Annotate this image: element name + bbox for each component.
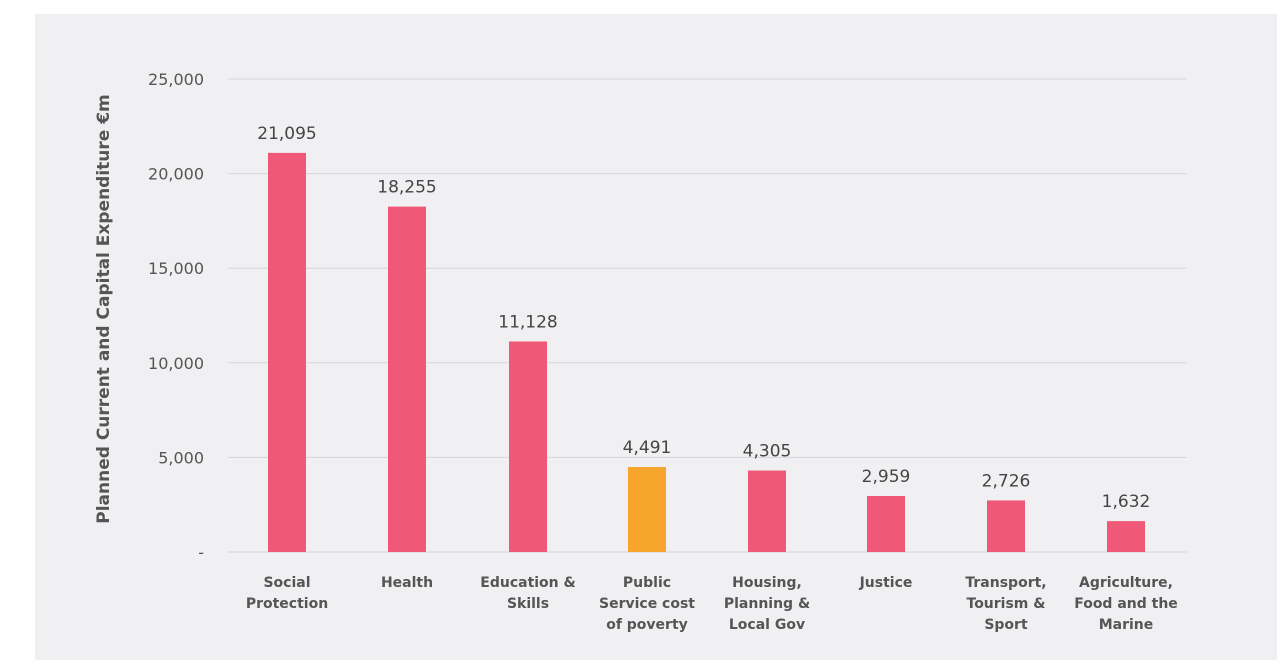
bar <box>748 470 786 552</box>
bars <box>268 152 1145 552</box>
data-label: 21,095 <box>257 124 316 144</box>
bar <box>867 496 905 552</box>
y-axis-label: Planned Current and Capital Expenditure … <box>94 94 114 524</box>
bar <box>388 206 426 552</box>
y-tick-label: - <box>198 543 204 562</box>
bar <box>268 152 306 552</box>
y-tick-label: 10,000 <box>148 354 204 373</box>
y-tick-label: 15,000 <box>148 259 204 278</box>
category-label: Social <box>263 575 310 591</box>
category-label: Health <box>381 575 433 591</box>
y-tick-label: 20,000 <box>148 165 204 184</box>
bar <box>1107 521 1145 552</box>
category-label: Transport, <box>965 575 1046 591</box>
category-label: Local Gov <box>729 617 805 633</box>
category-label: Planning & <box>724 596 810 612</box>
y-axis-ticks: 25,000 20,000 15,000 10,000 5,000 - <box>148 70 204 562</box>
category-label: Housing, <box>732 575 802 591</box>
y-tick-label: 5,000 <box>158 448 204 467</box>
category-label: Protection <box>246 596 328 612</box>
bar <box>628 467 666 552</box>
data-label: 11,128 <box>498 312 557 332</box>
category-label: Agriculture, <box>1079 575 1173 591</box>
category-label: Tourism & <box>967 596 1046 612</box>
category-label: Skills <box>507 596 549 612</box>
category-label: Sport <box>984 617 1028 633</box>
gridlines <box>228 78 1187 553</box>
y-tick-label: 25,000 <box>148 70 204 89</box>
data-label: 4,305 <box>743 442 792 462</box>
category-label: Food and the <box>1074 596 1178 612</box>
category-label: Education & <box>480 575 575 591</box>
bar <box>987 500 1025 552</box>
data-labels: 21,095 18,255 11,128 4,491 4,305 2,959 2,726 1,… <box>257 124 1150 512</box>
data-label: 2,726 <box>982 471 1031 491</box>
data-label: 4,491 <box>623 438 672 458</box>
data-label: 2,959 <box>862 467 911 487</box>
bar <box>509 341 547 552</box>
category-label: Service cost <box>599 596 695 612</box>
category-label: Public <box>623 575 671 591</box>
category-labels: Social Protection Health Education & Skills P… <box>246 575 1178 633</box>
category-label: of poverty <box>606 617 688 633</box>
category-label: Justice <box>859 575 913 591</box>
data-label: 1,632 <box>1102 492 1151 512</box>
data-label: 18,255 <box>377 178 436 198</box>
category-label: Marine <box>1099 617 1154 633</box>
